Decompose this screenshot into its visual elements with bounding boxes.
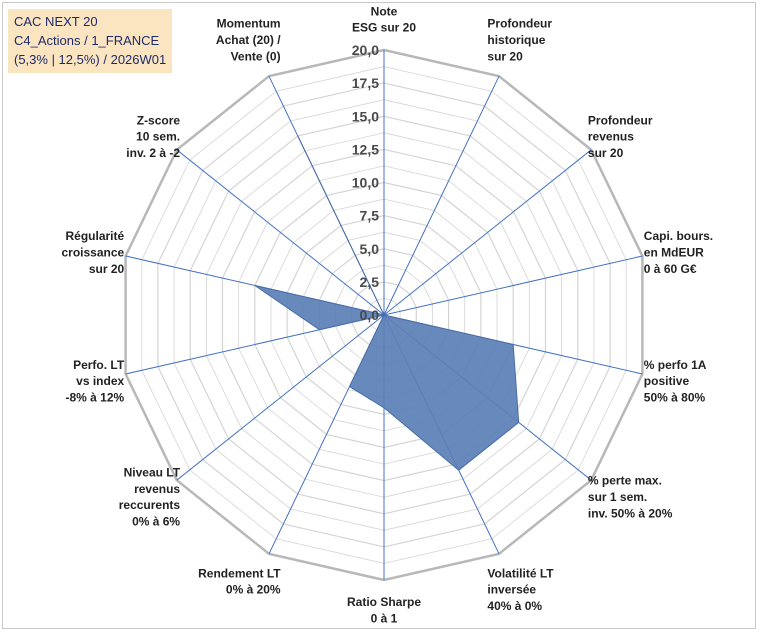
axis-label-line: inversée — [487, 583, 536, 597]
axis-label-line: 50% à 80% — [644, 391, 706, 405]
axis-label-line: positive — [644, 374, 690, 388]
axis-label-line: historique — [487, 33, 545, 47]
axis-label-line: Rendement LT — [198, 566, 281, 580]
chart-title-box: CAC NEXT 20 C4_Actions / 1_FRANCE (5,3% … — [8, 9, 173, 73]
axis-label-line: sur 20 — [89, 262, 125, 276]
axis-spoke — [383, 255, 643, 316]
axis-label-line: en MdEUR — [644, 246, 704, 260]
axis-label: Note ESG sur 20 — [352, 4, 416, 34]
axis-label-line: 0% à 6% — [132, 515, 180, 529]
radial-tick-label: 20,0 — [352, 42, 379, 58]
axis-label-line: revenus — [134, 482, 180, 496]
radial-tick-label: 7,5 — [360, 208, 380, 224]
axis-label-line: Capi. bours. — [644, 229, 713, 243]
radial-tick-label: 0,0 — [360, 307, 380, 323]
axis-label-line: 10 sem. — [136, 130, 180, 144]
axis-label: Régularité croissance sur 20 — [61, 229, 124, 276]
axis-label: Volatilité LT inversée 40% à 0% — [487, 566, 554, 613]
axis-label-line: inv. 50% à 20% — [588, 506, 673, 520]
axis-label-line: sur 20 — [588, 146, 624, 160]
axis-label: Profondeur historique sur 20 — [487, 17, 552, 64]
chart-title: CAC NEXT 20 — [14, 14, 98, 29]
radial-tick-label: 17,5 — [352, 75, 379, 91]
axis-label-line: % perte max. — [588, 474, 662, 488]
axis-label: Z-score 10 sem. inv. 2 à -2 — [126, 113, 180, 160]
radial-tick-label: 15,0 — [352, 108, 379, 124]
axis-label-line: 0 à 1 — [371, 611, 398, 625]
axis-label-line: Volatilité LT — [487, 566, 554, 580]
axis-label-line: -8% à 12% — [65, 391, 124, 405]
series-area — [254, 135, 520, 471]
axis-label-line: 0% à 20% — [226, 583, 281, 597]
axis-label-line: ESG sur 20 — [352, 21, 416, 35]
axis-label-line: vs index — [76, 374, 124, 388]
axis-label-line: Régularité — [66, 229, 125, 243]
axis-label-line: Z-score — [137, 113, 181, 127]
axis-label: % perfo 1A positive 50% à 80% — [644, 358, 707, 405]
axis-label-line: Perfo. LT — [73, 358, 125, 372]
axis-spoke — [383, 75, 500, 316]
axis-label-line: 0 à 60 G€ — [644, 262, 697, 276]
axis-label-line: Niveau LT — [124, 466, 181, 480]
radial-tick-label: 12,5 — [352, 141, 379, 157]
axis-label-line: Momentum — [217, 17, 281, 31]
axis-label-line: inv. 2 à -2 — [126, 146, 180, 160]
axis-label-line: Achat (20) / — [216, 33, 281, 47]
axis-label-line: 40% à 0% — [487, 599, 542, 613]
chart-subtitle-portfolio: C4_Actions / 1_FRANCE — [14, 33, 160, 48]
axis-label: Momentum Achat (20) / Vente (0) — [216, 17, 281, 64]
axis-spoke — [176, 149, 385, 316]
axis-spoke — [383, 149, 592, 316]
axis-label: Rendement LT 0% à 20% — [198, 566, 281, 596]
radial-tick-label: 10,0 — [352, 175, 379, 191]
axis-label-line: % perfo 1A — [644, 358, 707, 372]
axis-label-line: sur 20 — [487, 49, 523, 63]
radial-tick-labels: 0,0 2,5 5,0 7,5 10,0 12,5 15,0 17,5 20,0 — [352, 42, 379, 323]
axis-label: Profondeur revenus sur 20 — [588, 113, 653, 160]
chart-subtitle-period: (5,3% | 12,5%) / 2026W01 — [14, 52, 167, 67]
axis-label-line: croissance — [61, 246, 124, 260]
axis-label: Capi. bours. en MdEUR 0 à 60 G€ — [644, 229, 713, 276]
axis-label-line: revenus — [588, 130, 634, 144]
axis-label: Niveau LT revenus reccurents 0% à 6% — [119, 466, 181, 529]
axis-label-line: Profondeur — [487, 17, 552, 31]
radial-tick-label: 2,5 — [360, 274, 380, 290]
axis-label-line: Note — [371, 4, 398, 18]
axis-labels: Note ESG sur 20 Profondeur historique sur 20… — [61, 4, 713, 625]
axis-spoke — [176, 314, 385, 481]
axis-label-line: reccurents — [119, 498, 181, 512]
axis-label: Perfo. LT vs index -8% à 12% — [65, 358, 124, 405]
radial-tick-label: 5,0 — [360, 241, 380, 257]
axis-label-line: Ratio Sharpe — [347, 595, 421, 609]
axis-label-line: Profondeur — [588, 113, 653, 127]
axis-label-line: Vente (0) — [231, 49, 281, 63]
axis-label: % perte max. sur 1 sem. inv. 50% à 20% — [588, 474, 673, 521]
axis-label-line: sur 1 sem. — [588, 490, 647, 504]
radar-series — [254, 135, 520, 471]
axis-label: Ratio Sharpe 0 à 1 — [347, 595, 421, 625]
